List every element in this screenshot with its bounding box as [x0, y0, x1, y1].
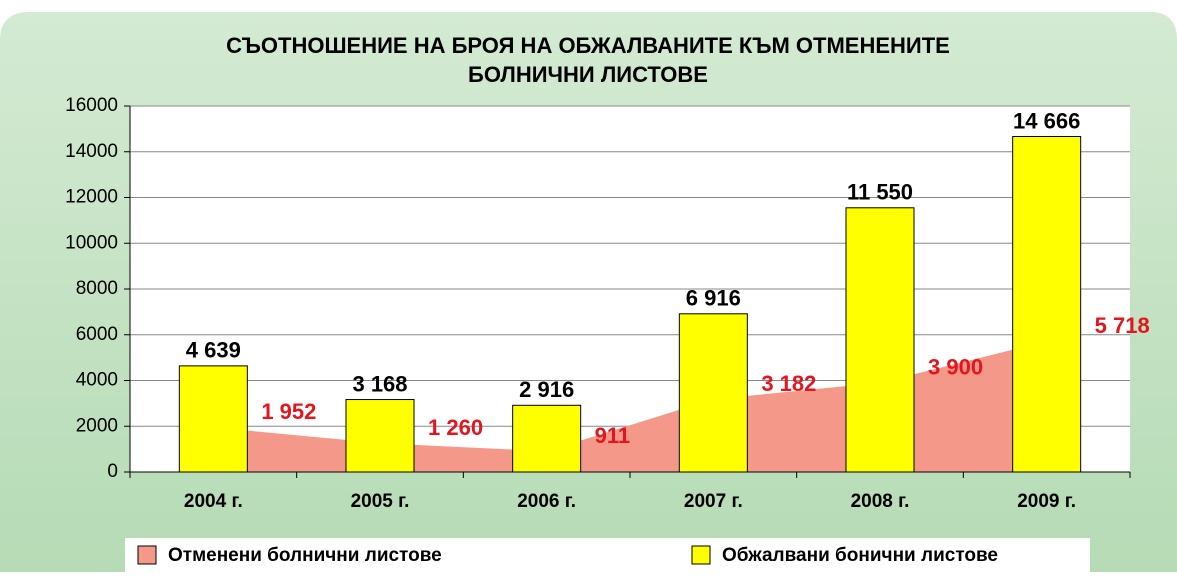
legend [125, 538, 1090, 572]
x-tick-label: 2005 г. [351, 491, 410, 512]
bar [678, 313, 748, 473]
data-label: 3 900 [928, 355, 983, 380]
area [213, 341, 1047, 472]
x-tick-label: 2008 г. [851, 491, 910, 512]
chart-title: СЪОТНОШЕНИЕ НА БРОЯ НА ОБЖАЛВАНИТЕ КЪМ О… [226, 33, 950, 58]
x-tick-label: 2006 г. [517, 491, 576, 512]
x-tick-label: 2004 г. [184, 491, 243, 512]
data-label: 1 260 [428, 415, 483, 440]
y-tick-label: 10000 [65, 232, 118, 253]
y-tick-label: 4000 [76, 370, 118, 391]
y-tick-label: 8000 [76, 278, 118, 299]
y-tick-label: 16000 [65, 95, 118, 116]
data-label: 4 639 [186, 338, 241, 363]
legend-swatch [691, 545, 711, 565]
data-label: 14 666 [1013, 108, 1080, 133]
bar [845, 207, 915, 473]
data-label: 5 718 [1095, 313, 1150, 338]
y-tick-label: 14000 [65, 141, 118, 162]
bar [178, 365, 248, 473]
legend-label: Отменени болнични листове [168, 545, 442, 566]
legend-swatch [137, 545, 157, 565]
data-label: 3 168 [352, 371, 407, 396]
data-label: 3 182 [761, 371, 816, 396]
data-label: 2 916 [519, 377, 574, 402]
data-label: 6 916 [686, 286, 741, 311]
data-label: 1 952 [261, 399, 316, 424]
data-label: 911 [595, 423, 631, 448]
y-tick-label: 0 [107, 461, 118, 482]
bar [512, 404, 582, 473]
data-label: 11 550 [847, 180, 913, 205]
bar [1012, 136, 1082, 473]
chart-title: БОЛНИЧНИ ЛИСТОВЕ [468, 62, 708, 87]
x-tick-label: 2009 г. [1017, 491, 1076, 512]
bar [345, 399, 415, 473]
legend-label: Обжалвани бонични листове [722, 545, 998, 566]
x-tick-label: 2007 г. [684, 491, 743, 512]
y-tick-label: 12000 [65, 187, 118, 208]
y-tick-label: 6000 [76, 324, 118, 345]
y-tick-label: 2000 [76, 415, 118, 436]
